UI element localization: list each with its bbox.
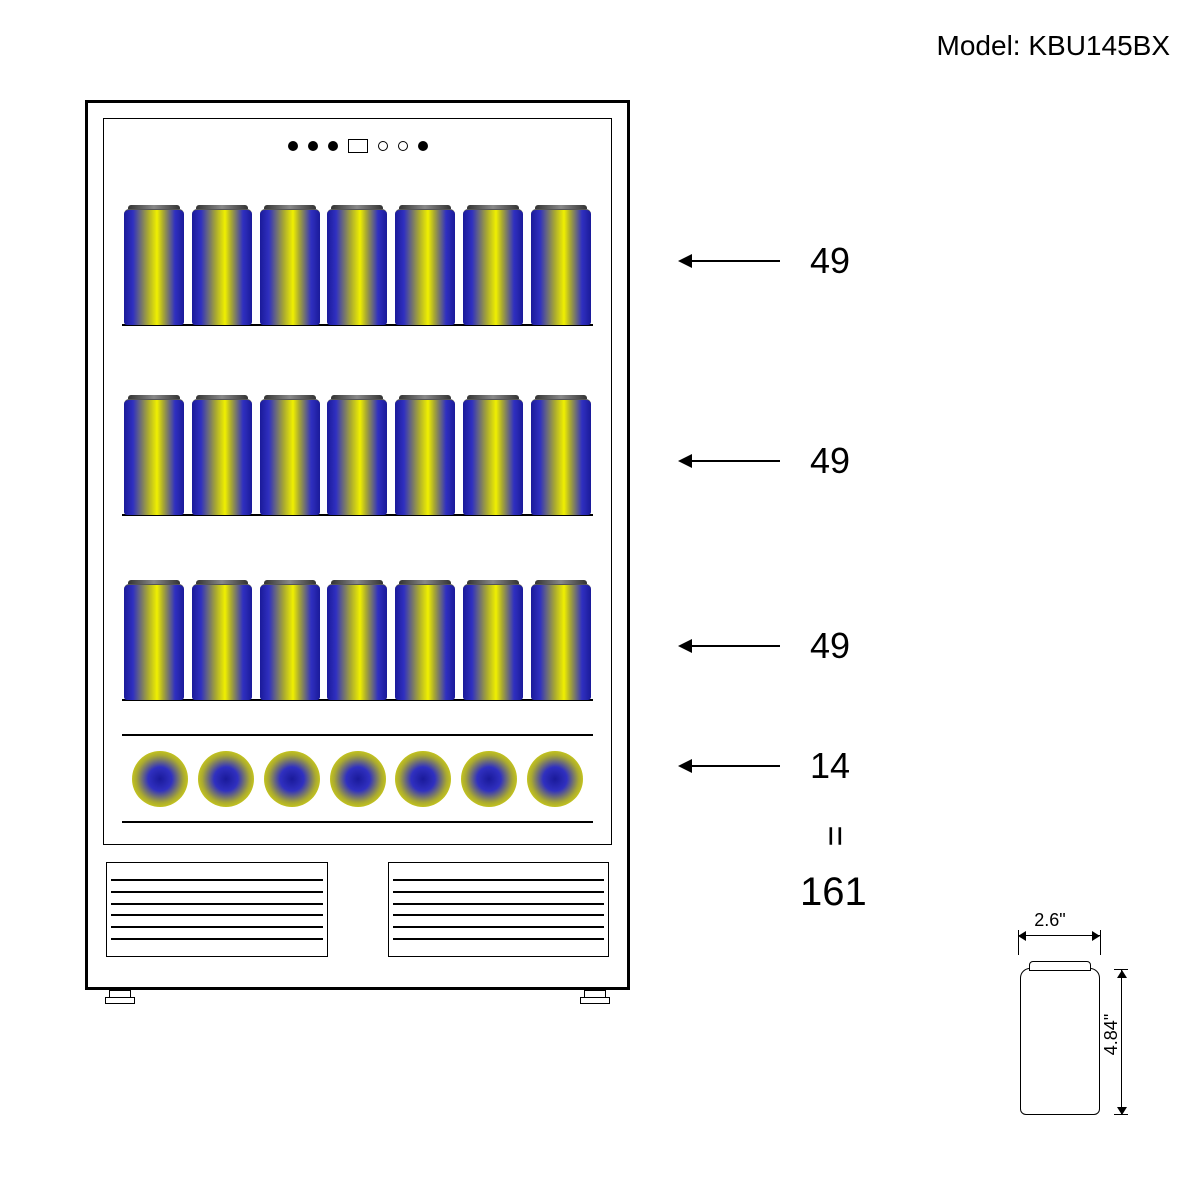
vent-line-icon [393,926,605,928]
vent-line-icon [111,903,323,905]
arrow-left-icon [680,645,780,647]
can-top-icon [330,751,386,807]
can-height-label: 4.84" [1101,1014,1122,1055]
can-icon [192,399,252,514]
shelf [122,174,593,326]
vent-line-icon [393,938,605,940]
can-icon [327,584,387,699]
inner-frame [103,118,612,845]
dim-tick-icon [1114,969,1128,970]
foot-right-icon [580,990,610,1004]
can-icon [463,584,523,699]
can-top-icon [461,751,517,807]
can-icon [327,209,387,324]
shelf [122,549,593,701]
dim-arrow-icon [1018,935,1100,936]
vent-left [106,862,328,957]
can-icon [531,399,591,514]
count-label: 49 [810,240,850,282]
can-icon [260,209,320,324]
can-top-icon [198,751,254,807]
can-icon [192,209,252,324]
shelf-area [122,174,593,839]
vent-line-icon [111,891,323,893]
shelf-bottom [122,734,593,823]
arrow-left-icon [680,460,780,462]
can-icon [463,209,523,324]
vent-line-icon [111,938,323,940]
can-icon [124,399,184,514]
model-label: Model: KBU145BX [937,30,1170,62]
vent-section [106,862,609,957]
equals-symbol: = [815,825,857,846]
fridge-diagram [85,100,630,990]
vent-line-icon [393,914,605,916]
can-icon [260,399,320,514]
control-dot-icon [288,141,298,151]
can-top-icon [264,751,320,807]
count-callout: 49 [680,625,850,667]
total-label: 161 [800,870,867,915]
can-icon [531,584,591,699]
can-icon [395,209,455,324]
vent-line-icon [393,903,605,905]
outer-frame [85,100,630,990]
count-callout: 49 [680,240,850,282]
vent-line-icon [393,891,605,893]
count-callout: 49 [680,440,850,482]
can-top-icon [527,751,583,807]
control-small-icon [398,141,408,151]
can-icon [192,584,252,699]
count-label: 14 [810,745,850,787]
vent-line-icon [393,879,605,881]
can-top-icon [395,751,451,807]
control-dot-icon [308,141,318,151]
foot-left-icon [105,990,135,1004]
control-dot-icon [418,141,428,151]
can-icon [124,209,184,324]
can-row [122,174,593,324]
can-icon [531,209,591,324]
can-icon [327,399,387,514]
vent-line-icon [111,914,323,916]
dim-tick-icon [1100,930,1101,955]
control-display-icon [348,139,368,153]
can-icon [260,584,320,699]
arrow-left-icon [680,260,780,262]
can-width-label: 2.6" [1010,910,1090,931]
control-panel [104,131,611,161]
arrow-left-icon [680,765,780,767]
control-small-icon [378,141,388,151]
can-row [122,549,593,699]
vent-line-icon [111,926,323,928]
dim-tick-icon [1018,930,1019,955]
can-row [122,364,593,514]
count-label: 49 [810,625,850,667]
count-callout: 14 [680,745,850,787]
vent-right [388,862,610,957]
can-outline-icon [1020,968,1100,1115]
dim-tick-icon [1114,1114,1128,1115]
can-icon [395,584,455,699]
circle-row [122,736,593,821]
can-icon [124,584,184,699]
shelf [122,364,593,516]
can-icon [395,399,455,514]
vent-line-icon [111,879,323,881]
count-label: 49 [810,440,850,482]
can-top-icon [132,751,188,807]
control-dot-icon [328,141,338,151]
can-dimension-diagram: 2.6" 4.84" [1010,905,1120,1115]
can-icon [463,399,523,514]
